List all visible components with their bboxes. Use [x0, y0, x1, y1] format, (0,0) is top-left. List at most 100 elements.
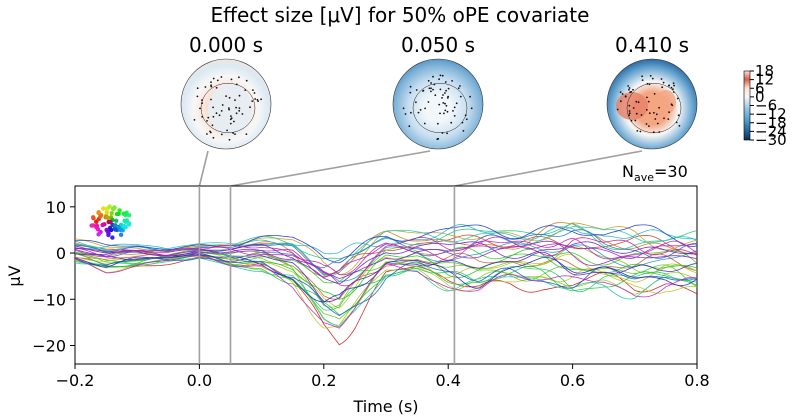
sensor-dot	[628, 87, 631, 89]
channel-trace	[74, 236, 698, 278]
sensor-dot	[443, 112, 445, 115]
sensor-dot	[220, 110, 223, 112]
sensor-position-dot	[121, 211, 126, 216]
channel-trace	[74, 256, 698, 346]
sensor-dot	[228, 138, 231, 141]
topomap-contour	[412, 83, 468, 133]
sensor-dot	[441, 74, 444, 77]
sensor-dot	[201, 102, 204, 104]
y-tick-label: −10	[32, 290, 66, 309]
y-axis: −20 −10 0 10	[32, 198, 75, 356]
sensor-dot	[462, 130, 465, 132]
sensor-dot	[634, 119, 637, 122]
sensor-dot	[410, 111, 412, 114]
sensor-dot	[225, 95, 228, 97]
sensor-dot	[654, 118, 657, 120]
sensor-dot	[417, 111, 420, 114]
topomap-head	[392, 58, 484, 150]
sensor-dot	[635, 100, 638, 103]
sensor-dot	[442, 102, 445, 104]
sensor-dot	[668, 111, 670, 114]
sensor-dot	[624, 95, 627, 98]
sensor-dot	[457, 87, 460, 89]
sensor-position-dot	[123, 219, 128, 224]
colorbar-tick-label: −12	[755, 105, 787, 123]
sensor-dot	[260, 98, 262, 101]
sensor-dot	[230, 78, 233, 81]
channel-trace	[74, 240, 698, 280]
sensor-dot	[419, 109, 422, 111]
sensor-dot	[649, 75, 652, 77]
svg-text:Nave=30: Nave=30	[622, 162, 688, 184]
sensor-dot	[221, 104, 224, 106]
sensor-dot	[402, 107, 405, 110]
sensor-dot	[646, 96, 648, 99]
sensor-position-dot	[126, 213, 132, 218]
sensor-dot	[230, 117, 233, 119]
sensor-dot	[439, 74, 442, 77]
topomap-time-label: 0.050 s	[401, 33, 475, 57]
topomap-time-label: 0.410 s	[615, 33, 689, 57]
sensor-dot	[428, 87, 431, 90]
sensor-dot	[212, 115, 215, 118]
sensor-dot	[196, 95, 199, 98]
sensor-dot	[640, 114, 643, 116]
sensor-dot	[673, 84, 675, 87]
channel-trace	[74, 237, 698, 276]
channel-trace	[74, 257, 698, 317]
sensor-dot	[430, 90, 432, 93]
sensor-dot	[651, 77, 654, 80]
sensor-dot	[193, 119, 196, 121]
sensor-dot	[672, 82, 675, 85]
sensor-position-dot	[126, 221, 132, 226]
sensor-dot	[656, 122, 659, 125]
sensor-dot	[661, 86, 664, 89]
colorbar-tick-label: 18	[755, 62, 774, 80]
sensor-dot	[446, 97, 449, 99]
sensor-dot	[254, 98, 257, 100]
sensor-dot	[201, 99, 203, 101]
sensor-dot	[199, 107, 201, 110]
sensor-dot	[238, 94, 241, 97]
sensor-dot	[245, 79, 248, 82]
topomap-row: 0.000 s 0.050 s 0.410 s	[180, 33, 698, 150]
sensor-dot	[671, 104, 674, 107]
sensor-dot	[220, 76, 223, 78]
sensor-dot	[636, 130, 639, 132]
time-connector-lines	[198, 150, 643, 187]
sensor-position-dot	[110, 206, 116, 212]
sensor-position-dot	[96, 210, 101, 215]
butterfly-plot: −0.2 0.0 0.2 0.4 0.6 0.8 −20 −10 0 10 Time (s) μ…	[5, 185, 710, 416]
sensor-dot	[441, 132, 444, 134]
sensor-dot	[209, 131, 212, 134]
sensor-dot	[658, 131, 661, 133]
sensor-dot	[232, 132, 235, 134]
sensor-dot	[423, 122, 426, 125]
sensor-dot	[253, 92, 256, 94]
x-tick-label: 0.6	[560, 371, 585, 390]
nave-label: Nave=30	[622, 162, 688, 184]
sensor-dot	[658, 106, 660, 109]
sensor-dot	[201, 115, 204, 118]
sensor-dot	[438, 103, 441, 106]
sensor-dot	[210, 98, 212, 101]
sensor-dot	[220, 133, 223, 136]
sensor-dot	[215, 86, 218, 89]
sensor-dot	[629, 91, 631, 94]
sensor-dot	[216, 79, 219, 82]
sensor-dot	[212, 106, 215, 109]
sensor-dot	[446, 132, 448, 135]
sensor-dot	[619, 91, 622, 93]
sensor-dot	[628, 104, 631, 107]
sensor-dot	[229, 122, 232, 125]
sensor-dot	[427, 79, 430, 82]
channel-trace	[74, 226, 698, 277]
sensor-position-dot	[104, 210, 110, 215]
topomap-connector	[230, 150, 431, 187]
sensor-dot	[235, 83, 238, 86]
sensor-dot	[469, 95, 471, 98]
sensor-dot	[627, 85, 630, 87]
sensor-dot	[630, 119, 633, 122]
channel-trace	[74, 257, 698, 328]
